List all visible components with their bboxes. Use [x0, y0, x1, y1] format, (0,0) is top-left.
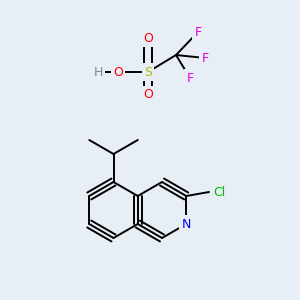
Text: F: F — [186, 71, 194, 85]
Text: O: O — [143, 32, 153, 44]
Text: H: H — [93, 65, 103, 79]
Text: O: O — [143, 88, 153, 101]
Text: O: O — [113, 65, 123, 79]
Text: S: S — [144, 65, 152, 79]
Text: Cl: Cl — [213, 185, 225, 199]
Text: F: F — [194, 26, 202, 38]
Text: N: N — [182, 218, 191, 230]
Text: F: F — [201, 52, 208, 64]
